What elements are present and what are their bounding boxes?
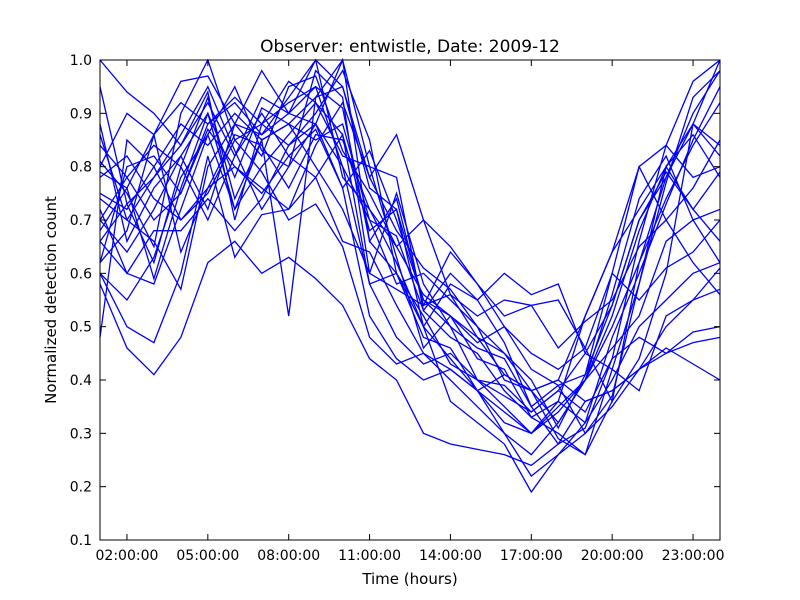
x-tick-label: 08:00:00 <box>257 548 320 564</box>
series-line <box>99 85 721 424</box>
x-tick-label: 14:00:00 <box>419 548 482 564</box>
series-layer <box>99 57 721 494</box>
chart-title: Observer: entwistle, Date: 2009-12 <box>260 37 560 57</box>
x-axis: 02:00:00 05:00:00 08:00:00 11:00:00 14:00:00… <box>96 60 725 564</box>
series-line <box>99 59 721 445</box>
series-line <box>99 122 721 404</box>
x-tick-label: 05:00:00 <box>176 548 239 564</box>
series-line <box>99 58 721 392</box>
series-line <box>99 123 721 414</box>
y-tick-label: 0.9 <box>70 106 92 122</box>
x-tick-label: 20:00:00 <box>581 548 644 564</box>
y-tick-label: 0.6 <box>70 266 92 282</box>
series-line <box>99 58 721 424</box>
x-axis-label: Time (hours) <box>361 570 457 588</box>
y-axis-label: Normalized detection count <box>42 196 60 404</box>
x-tick-label: 17:00:00 <box>500 548 563 564</box>
y-tick-label: 0.2 <box>70 480 92 496</box>
y-tick-label: 0.8 <box>70 160 92 176</box>
y-tick-label: 1.0 <box>70 53 92 69</box>
y-tick-label: 0.5 <box>70 320 92 336</box>
y-axis: 0.1 0.2 0.3 0.4 0.5 0.6 0.7 0.8 0.9 1.0 <box>70 53 720 549</box>
series-line <box>99 102 721 456</box>
y-tick-label: 0.4 <box>70 373 92 389</box>
series-line <box>99 95 721 371</box>
series-line <box>99 107 721 408</box>
x-tick-label: 02:00:00 <box>96 548 159 564</box>
plot-frame <box>99 59 721 541</box>
x-tick-label: 23:00:00 <box>662 548 725 564</box>
x-tick-label: 11:00:00 <box>338 548 401 564</box>
series-line <box>99 58 721 435</box>
y-tick-label: 0.1 <box>70 533 92 549</box>
series-line <box>99 85 721 350</box>
y-tick-label: 0.7 <box>70 213 92 229</box>
y-tick-label: 0.3 <box>70 426 92 442</box>
series-line <box>99 69 721 494</box>
series-line <box>99 59 721 392</box>
series-line <box>99 155 721 477</box>
